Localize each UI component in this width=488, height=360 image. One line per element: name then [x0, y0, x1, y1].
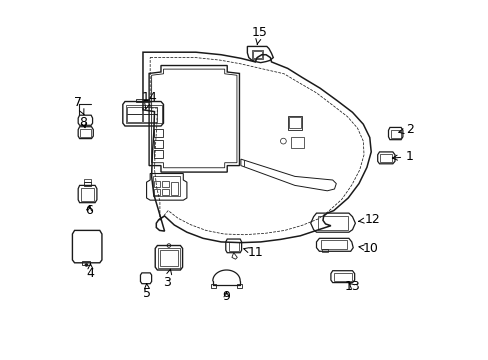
- Bar: [142, 107, 157, 114]
- Bar: [153, 140, 163, 148]
- Bar: [84, 179, 91, 182]
- Bar: [171, 182, 177, 195]
- Bar: [287, 116, 302, 130]
- Bar: [390, 130, 400, 138]
- Text: 9: 9: [222, 291, 230, 303]
- Bar: [288, 117, 300, 128]
- Bar: [211, 284, 215, 288]
- Bar: [320, 240, 346, 249]
- Bar: [127, 114, 141, 122]
- Bar: [127, 107, 141, 114]
- Bar: [153, 181, 160, 187]
- Bar: [321, 249, 327, 252]
- Bar: [318, 216, 347, 230]
- Text: 3: 3: [163, 269, 171, 289]
- Bar: [82, 261, 90, 265]
- Bar: [162, 189, 168, 195]
- Text: 2: 2: [398, 123, 413, 136]
- Bar: [125, 105, 162, 123]
- Bar: [162, 181, 168, 187]
- Bar: [80, 129, 91, 137]
- Bar: [380, 154, 392, 162]
- Text: 12: 12: [358, 213, 379, 226]
- Text: 1: 1: [391, 150, 413, 163]
- Bar: [153, 129, 163, 137]
- Bar: [142, 114, 157, 122]
- Circle shape: [84, 263, 88, 267]
- Text: 11: 11: [243, 246, 263, 258]
- Bar: [237, 284, 241, 288]
- Text: 6: 6: [85, 204, 93, 217]
- Bar: [84, 182, 91, 186]
- Bar: [159, 250, 178, 266]
- Bar: [291, 137, 303, 148]
- Bar: [153, 189, 160, 195]
- Bar: [228, 242, 238, 251]
- Bar: [152, 176, 179, 196]
- Bar: [333, 273, 351, 281]
- Bar: [158, 248, 179, 268]
- Bar: [153, 150, 163, 158]
- Bar: [251, 50, 263, 59]
- Bar: [81, 188, 94, 201]
- Text: 14: 14: [141, 91, 157, 109]
- Text: 15: 15: [251, 26, 267, 45]
- Bar: [136, 99, 149, 102]
- Text: 13: 13: [344, 280, 360, 293]
- Text: 5: 5: [143, 284, 151, 300]
- Text: 8: 8: [80, 116, 87, 129]
- Text: 4: 4: [86, 264, 94, 280]
- Bar: [253, 51, 261, 58]
- Text: 10: 10: [358, 242, 378, 255]
- Text: 7: 7: [74, 96, 84, 114]
